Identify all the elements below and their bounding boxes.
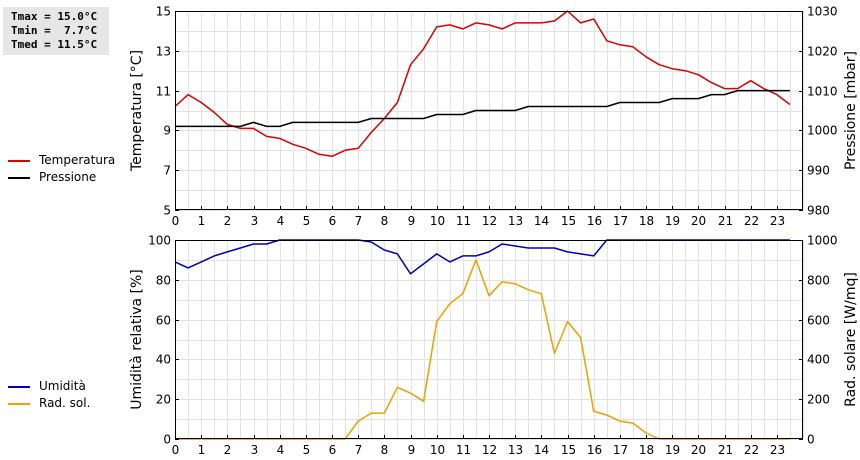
x-tick-label: 3 [251,443,259,457]
x-tick-label: 20 [691,443,706,457]
x-tick-label: 16 [587,214,602,228]
x-tick-label: 5 [303,443,311,457]
tmax-text: Tmax = 15.0°C [11,10,98,23]
legend-label-temperatura: Temperatura [39,153,116,167]
x-tick-label: 21 [718,443,733,457]
y2-tick-label: 1000 [807,124,838,138]
y-tick-label: 60 [156,314,171,328]
x-tick-label: 2 [224,443,232,457]
y-axis-label: Temperatura [°C] [129,50,145,172]
x-tick-label: 13 [508,214,523,228]
x-tick-label: 7 [355,443,363,457]
y2-tick-label: 1010 [807,85,838,99]
legend-swatch-radsol [8,403,30,405]
x-tick-label: 18 [639,443,654,457]
x-tick-label: 22 [744,443,759,457]
x-tick-label: 6 [329,214,337,228]
x-tick-label: 14 [534,443,549,457]
chart-panel-top: 0 1 2 3 4 5 6 7 8 9 10 11 12 13 14 15 16 17 18 19 20 21 22 2357… [129,5,859,229]
y-tick-label: 15 [156,5,171,19]
x-tick-label: 8 [381,443,389,457]
legend-swatch-temperatura [8,160,30,162]
x-tick-label: 1 [198,214,206,228]
x-tick-label: 15 [561,443,576,457]
x-tick-label: 23 [770,214,785,228]
y2-axis-label: Rad. solare [W/mq] [843,272,859,407]
y2-tick-label: 200 [807,393,830,407]
x-tick-label: 3 [251,214,259,228]
y-axis-label: Umidità relativa [%] [129,269,145,410]
x-tick-label: 7 [355,214,363,228]
chart-panel-bottom: 0 1 2 3 4 5 6 7 8 9 10 11 12 13 14 15 16 17 18 19 20 21 22 2302… [129,234,859,458]
y2-tick-label: 1020 [807,45,838,59]
x-tick-label: 20 [691,214,706,228]
y2-tick-label: 0 [807,433,815,447]
x-tick-label: 12 [482,443,497,457]
y2-tick-label: 1030 [807,5,838,19]
x-tick-label: 9 [408,214,416,228]
x-tick-label: 11 [456,214,471,228]
y2-tick-label: 990 [807,164,830,178]
x-tick-label: 4 [277,443,285,457]
x-tick-label: 21 [718,214,733,228]
y2-tick-label: 400 [807,353,830,367]
x-tick-label: 14 [534,214,549,228]
y2-axis-label: Pressione [mbar] [843,51,859,170]
tmin-text: Tmin = 7.7°C [11,24,98,37]
x-tick-label: 4 [277,214,285,228]
x-tick-label: 12 [482,214,497,228]
x-tick-label: 15 [561,214,576,228]
y-tick-label: 7 [163,164,171,178]
series-line-temperatura [174,10,791,158]
x-tick-label: 10 [430,214,445,228]
x-tick-label: 5 [303,214,311,228]
y-tick-label: 100 [148,234,171,248]
x-tick-label: 18 [639,214,654,228]
x-tick-label: 0 [172,443,180,457]
legend-swatch-pressione [8,177,30,179]
y-tick-label: 40 [156,353,171,367]
tmed-text: Tmed = 11.5°C [11,38,98,51]
x-tick-label: 16 [587,443,602,457]
y-tick-label: 80 [156,274,171,288]
x-tick-label: 8 [381,214,389,228]
y-tick-label: 13 [156,45,171,59]
x-tick-label: 9 [408,443,416,457]
y2-tick-label: 800 [807,274,830,288]
y2-tick-label: 1000 [807,234,838,248]
legend-swatch-umidita [8,386,30,388]
x-tick-label: 19 [665,214,680,228]
x-tick-label: 13 [508,443,523,457]
x-tick-label: 22 [744,214,759,228]
x-tick-label: 2 [224,214,232,228]
y-tick-label: 5 [163,204,171,218]
legend-label-umidita: Umidità [39,379,86,393]
x-tick-label: 19 [665,443,680,457]
stats-box: Tmax = 15.0°C Tmin = 7.7°C Tmed = 11.5°C [3,7,109,55]
x-tick-label: 1 [198,443,206,457]
y-tick-label: 9 [163,124,171,138]
legend-label-pressione: Pressione [39,170,97,184]
x-tick-label: 0 [172,214,180,228]
x-tick-label: 17 [613,214,628,228]
y-tick-label: 20 [156,393,171,407]
series-line-pressione [175,89,790,128]
y2-tick-label: 600 [807,314,830,328]
y-tick-label: 11 [156,85,171,99]
y2-tick-label: 980 [807,204,830,218]
x-tick-label: 10 [430,443,445,457]
x-tick-label: 6 [329,443,337,457]
y-tick-label: 0 [163,433,171,447]
x-tick-label: 23 [770,443,785,457]
legend-label-radsol: Rad. sol. [39,396,91,410]
x-tick-label: 17 [613,443,628,457]
x-tick-label: 11 [456,443,471,457]
